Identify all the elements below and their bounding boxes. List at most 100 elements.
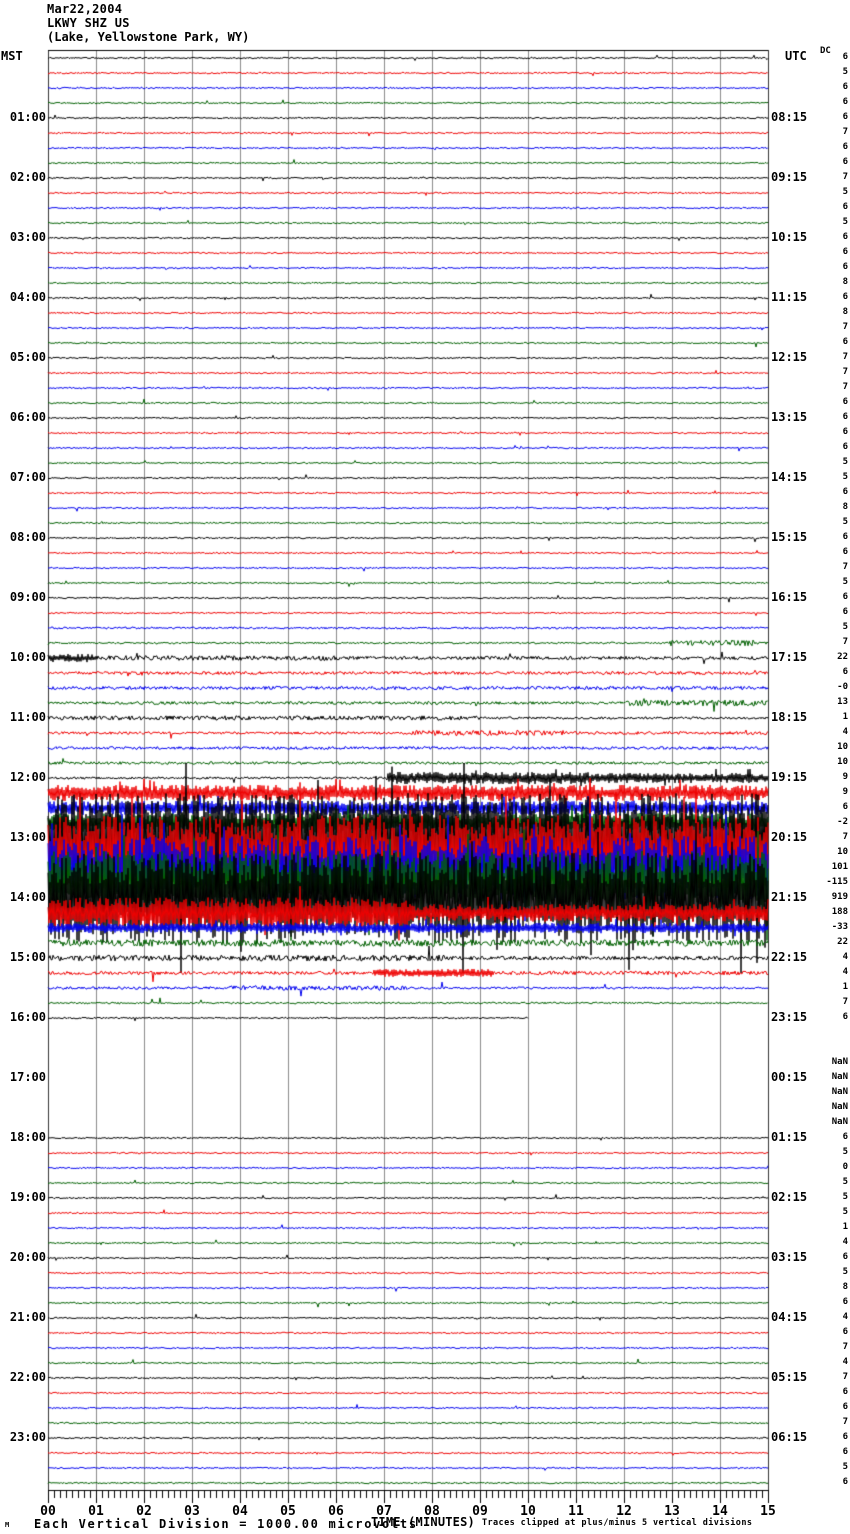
- dc-offset-value: 6: [842, 112, 848, 122]
- dc-offset-value: 7: [842, 1372, 848, 1382]
- dc-offset-value: 6: [842, 52, 848, 62]
- dc-offset-value: 6: [842, 667, 848, 677]
- utc-time-label: 13:15: [771, 410, 808, 424]
- mst-time-label: 04:00: [9, 290, 46, 304]
- dc-offset-value: 6: [842, 1477, 848, 1487]
- mst-time-label: 13:00: [9, 830, 46, 844]
- mst-time-label: 02:00: [9, 170, 46, 184]
- footer-division-note: Each Vertical Division = 1000.00 microvo…: [34, 1517, 418, 1531]
- mst-time-label: 08:00: [9, 530, 46, 544]
- x-axis-tick-label: 10: [520, 1504, 536, 1519]
- mst-time-label: 20:00: [9, 1250, 46, 1264]
- dc-offset-value: 4: [842, 727, 848, 737]
- dc-offset-value: 9: [842, 772, 848, 782]
- dc-offset-value: 5: [842, 1147, 848, 1157]
- utc-time-label: 00:15: [771, 1070, 808, 1084]
- utc-time-label: 19:15: [771, 770, 808, 784]
- dc-offset-value: 4: [842, 967, 848, 977]
- title-station: LKWY SHZ US: [47, 16, 130, 30]
- dc-offset-value: 22: [837, 937, 848, 947]
- utc-time-label: 15:15: [771, 530, 808, 544]
- dc-offset-value: 6: [842, 232, 848, 242]
- x-axis-tick-label: 04: [232, 1504, 248, 1519]
- dc-nan-value: NaN: [831, 1072, 848, 1082]
- x-axis-tick-label: 06: [328, 1504, 344, 1519]
- dc-offset-value: 5: [842, 457, 848, 467]
- dc-offset-value: 5: [842, 1267, 848, 1277]
- dc-offset-value: 7: [842, 367, 848, 377]
- dc-offset-value: 5: [842, 187, 848, 197]
- dc-offset-value: 6: [842, 142, 848, 152]
- dc-offset-value: 6: [842, 487, 848, 497]
- mst-time-label: 10:00: [9, 650, 46, 664]
- utc-time-label: 21:15: [771, 890, 808, 904]
- dc-offset-value: 5: [842, 577, 848, 587]
- utc-time-label: 02:15: [771, 1190, 808, 1204]
- mst-time-label: 03:00: [9, 230, 46, 244]
- dc-offset-value: 10: [837, 847, 848, 857]
- dc-offset-value: 7: [842, 832, 848, 842]
- utc-time-label: 09:15: [771, 170, 808, 184]
- dc-offset-value: 7: [842, 172, 848, 182]
- x-axis-tick-label: 02: [136, 1504, 152, 1519]
- dc-offset-value: 8: [842, 502, 848, 512]
- dc-offset-value: 4: [842, 1237, 848, 1247]
- dc-offset-value: -115: [826, 877, 848, 887]
- dc-offset-value: 7: [842, 127, 848, 137]
- dc-offset-value: 6: [842, 1327, 848, 1337]
- utc-time-label: 14:15: [771, 470, 808, 484]
- x-axis-tick-label: 15: [760, 1504, 776, 1519]
- utc-time-label: 20:15: [771, 830, 808, 844]
- dc-offset-value: 0: [842, 1162, 848, 1172]
- dc-offset-value: 7: [842, 352, 848, 362]
- utc-time-label: 22:15: [771, 950, 808, 964]
- dc-offset-value: 6: [842, 292, 848, 302]
- x-axis-tick-label: 03: [184, 1504, 200, 1519]
- dc-column-header: DC: [820, 46, 831, 56]
- dc-offset-value: 6: [842, 97, 848, 107]
- dc-offset-value: 7: [842, 997, 848, 1007]
- dc-offset-value: 6: [842, 802, 848, 812]
- dc-offset-value: 6: [842, 397, 848, 407]
- dc-offset-value: 6: [842, 337, 848, 347]
- mst-time-label: 07:00: [9, 470, 46, 484]
- utc-time-label: 18:15: [771, 710, 808, 724]
- utc-time-label: 16:15: [771, 590, 808, 604]
- dc-offset-value: 6: [842, 247, 848, 257]
- x-axis-tick-label: 00: [40, 1504, 56, 1519]
- mst-time-label: 22:00: [9, 1370, 46, 1384]
- dc-offset-value: 6: [842, 1387, 848, 1397]
- dc-nan-value: NaN: [831, 1117, 848, 1127]
- dc-offset-value: 10: [837, 742, 848, 752]
- dc-offset-value: 6: [842, 592, 848, 602]
- dc-offset-value: 22: [837, 652, 848, 662]
- dc-offset-value: 4: [842, 1357, 848, 1367]
- dc-offset-value: 6: [842, 262, 848, 272]
- mst-time-label: 06:00: [9, 410, 46, 424]
- dc-offset-value: 7: [842, 562, 848, 572]
- dc-offset-value: 6: [842, 547, 848, 557]
- utc-time-label: 17:15: [771, 650, 808, 664]
- dc-offset-value: 6: [842, 1252, 848, 1262]
- dc-offset-value: 10: [837, 757, 848, 767]
- x-axis-tick-label: 11: [568, 1504, 584, 1519]
- utc-time-label: 01:15: [771, 1130, 808, 1144]
- dc-offset-value: 6: [842, 1297, 848, 1307]
- dc-offset-value: 1: [842, 982, 848, 992]
- dc-offset-value: 101: [831, 862, 848, 872]
- utc-time-label: 08:15: [771, 110, 808, 124]
- dc-offset-value: 6: [842, 1012, 848, 1022]
- dc-offset-value: 6: [842, 412, 848, 422]
- dc-offset-value: -33: [831, 922, 848, 932]
- dc-offset-value: 5: [842, 1192, 848, 1202]
- x-axis-tick-label: 05: [280, 1504, 296, 1519]
- dc-offset-value: 7: [842, 1417, 848, 1427]
- dc-offset-value: 5: [842, 472, 848, 482]
- dc-offset-value: 1: [842, 1222, 848, 1232]
- mst-time-label: 12:00: [9, 770, 46, 784]
- dc-offset-value: 6: [842, 1132, 848, 1142]
- dc-offset-value: 6: [842, 532, 848, 542]
- dc-offset-value: 5: [842, 1207, 848, 1217]
- dc-offset-value: 8: [842, 277, 848, 287]
